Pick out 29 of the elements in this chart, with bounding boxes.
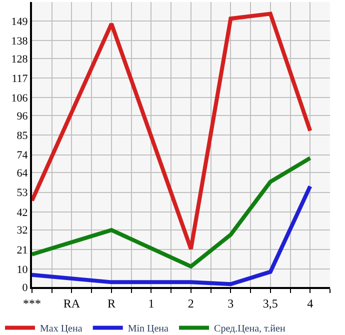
y-tick-label: 64 (16, 168, 28, 180)
y-tick-label: 10 (16, 264, 28, 276)
line-series (32, 156, 312, 268)
x-tick-label: 2 (188, 296, 194, 310)
y-tick-label: 74 (16, 150, 28, 162)
x-tick-label: RA (63, 296, 80, 310)
y-tick-label: 106 (11, 92, 28, 105)
legend-label: Min Цена (128, 324, 170, 335)
legend-label: Max Цена (40, 324, 83, 335)
y-tick-label: 138 (11, 35, 28, 48)
x-tick-label: 4 (307, 296, 314, 310)
line-series (32, 12, 312, 251)
line-series (32, 184, 312, 286)
x-tick-label: 1 (148, 296, 154, 310)
x-tick-label: *** (23, 296, 41, 310)
y-tick-label: 128 (11, 53, 28, 66)
y-tick-label: 149 (11, 16, 28, 28)
y-tick-label: 42 (16, 206, 28, 219)
legend-label: Сред.Цена, т.йен (214, 324, 286, 335)
x-tick-label: R (107, 296, 116, 310)
y-tick-label: 32 (16, 224, 28, 237)
y-tick-label: 117 (12, 72, 28, 85)
y-tick-label: 0 (22, 282, 28, 294)
x-tick-label: 3,5 (262, 296, 278, 310)
y-tick-label: 85 (16, 130, 28, 142)
y-tick-label: 53 (16, 187, 28, 200)
y-tick-label: 96 (16, 110, 28, 122)
y-tick-label: 21 (16, 244, 28, 256)
x-tick-label: 3 (228, 296, 234, 310)
